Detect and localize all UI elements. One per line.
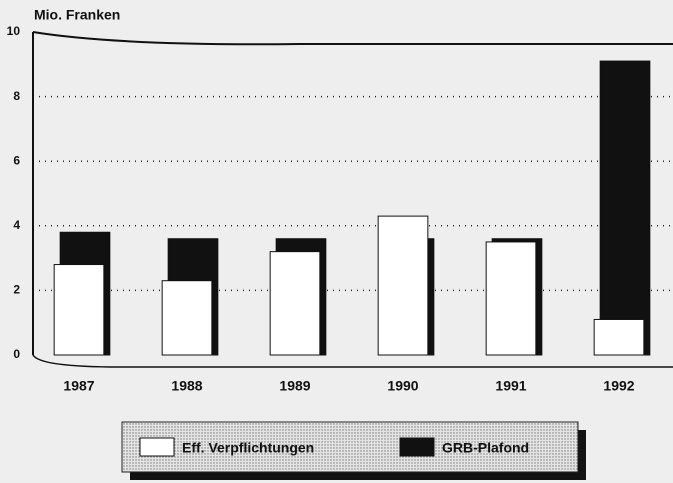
bar bbox=[161, 280, 213, 356]
bar bbox=[269, 251, 321, 356]
legend-swatch bbox=[139, 437, 175, 457]
y-tick-label: 4 bbox=[13, 218, 20, 232]
y-tick-label: 8 bbox=[13, 89, 20, 103]
y-axis-label: Mio. Franken bbox=[34, 7, 120, 23]
x-tick-label: 1992 bbox=[603, 378, 634, 394]
x-tick-label: 1987 bbox=[63, 378, 94, 394]
legend-label: Eff. Verpflichtungen bbox=[182, 440, 314, 456]
y-tick-label: 10 bbox=[7, 24, 21, 38]
legend-box bbox=[121, 421, 579, 473]
legend-swatch bbox=[399, 437, 435, 457]
y-tick-label: 2 bbox=[13, 283, 20, 297]
bar bbox=[377, 215, 429, 356]
x-axis bbox=[32, 354, 673, 368]
x-tick-label: 1989 bbox=[279, 378, 310, 394]
x-tick-label: 1990 bbox=[387, 378, 418, 394]
y-tick-label: 0 bbox=[13, 347, 20, 361]
bar bbox=[485, 241, 537, 356]
legend: Eff. Verpflichtungen GRB-Plafond bbox=[121, 421, 586, 480]
x-tick-label: 1991 bbox=[495, 378, 526, 394]
top-frame bbox=[32, 31, 673, 46]
bar bbox=[593, 318, 645, 356]
y-tick-label: 6 bbox=[13, 153, 20, 167]
bar bbox=[53, 264, 105, 356]
x-tick-label: 1988 bbox=[171, 378, 202, 394]
legend-label: GRB-Plafond bbox=[442, 440, 529, 456]
bar bbox=[599, 60, 651, 356]
